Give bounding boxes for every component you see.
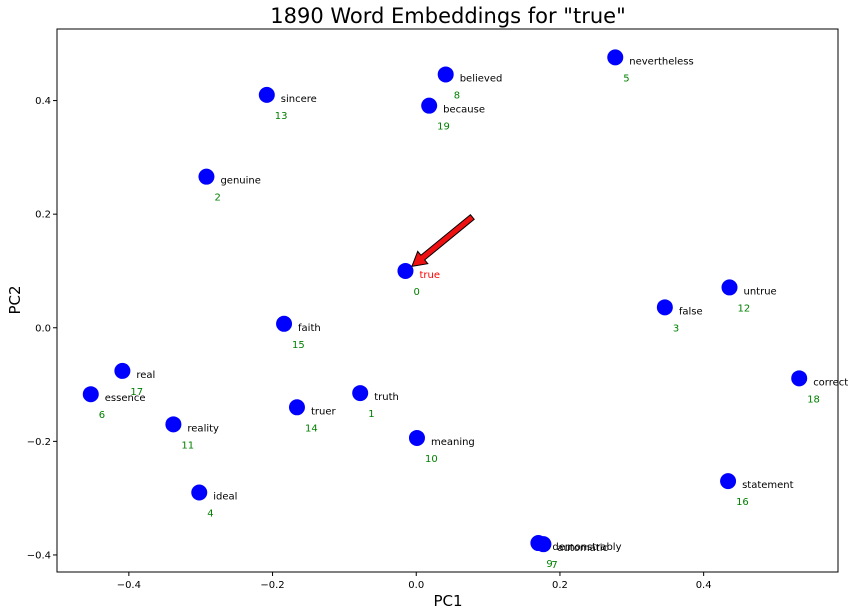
x-tick-label: 0.2 (552, 580, 568, 591)
y-tick-label: 0.2 (35, 210, 51, 221)
rank-label-automatic: 7 (551, 560, 557, 571)
x-tick-label: −0.4 (117, 580, 141, 591)
y-tick-label: −0.2 (27, 437, 51, 448)
target-arrow (411, 213, 475, 268)
point-untrue (721, 279, 738, 296)
word-label-demonstrably: demonstrably (552, 542, 621, 553)
rank-label-genuine: 2 (214, 193, 220, 204)
point-sincere (258, 86, 275, 103)
rank-label-untrue: 12 (738, 303, 751, 314)
point-correct (791, 370, 808, 387)
word-label-false: false (679, 306, 703, 317)
y-tick-label: 0.4 (35, 96, 51, 107)
word-label-believed: believed (460, 73, 503, 84)
x-tick-label: 0.4 (696, 580, 712, 591)
rank-label-true: 0 (413, 287, 419, 298)
point-because (421, 97, 438, 114)
point-reality (165, 416, 182, 433)
x-tick-label: −0.2 (260, 580, 284, 591)
point-nevertheless (607, 49, 624, 66)
point-demonstrably (530, 535, 547, 552)
word-label-reality: reality (187, 423, 219, 434)
word-label-truer: truer (311, 406, 337, 417)
rank-label-demonstrably: 9 (546, 559, 552, 570)
word-label-truth: truth (374, 392, 399, 403)
point-genuine (198, 168, 215, 185)
point-real (114, 362, 131, 379)
point-meaning (408, 429, 425, 446)
rank-label-essence: 6 (99, 410, 105, 421)
plot-area (56, 28, 839, 573)
rank-label-nevertheless: 5 (623, 73, 629, 84)
x-axis: −0.4 −0.2 0.0 0.2 0.4 (117, 572, 712, 591)
word-label-automatic: automatic (557, 543, 608, 554)
rank-label-ideal: 4 (207, 508, 213, 519)
y-axis-label: PC2 (6, 285, 24, 314)
word-label-faith: faith (298, 323, 321, 334)
y-tick-label: −0.4 (27, 550, 51, 561)
point-faith (276, 315, 293, 332)
word-label-sincere: sincere (281, 94, 317, 105)
word-label-meaning: meaning (431, 437, 475, 448)
word-label-statement: statement (742, 480, 794, 491)
word-label-genuine: genuine (220, 176, 260, 187)
rank-label-statement: 16 (736, 497, 749, 508)
x-axis-label: PC1 (433, 592, 462, 610)
word-label-because: because (443, 105, 485, 116)
rank-label-false: 3 (673, 323, 679, 334)
point-truer (288, 399, 305, 416)
rank-label-truer: 14 (305, 423, 318, 434)
word-label-ideal: ideal (213, 491, 237, 502)
rank-label-because: 19 (437, 122, 450, 133)
point-believed (437, 66, 454, 83)
point-truth (352, 385, 369, 402)
point-true (397, 262, 414, 279)
rank-label-real: 17 (130, 387, 143, 398)
rank-label-truth: 1 (368, 409, 374, 420)
point-false (656, 299, 673, 316)
rank-label-believed: 8 (454, 90, 460, 101)
y-tick-label: 0.0 (35, 323, 51, 334)
x-tick-label: 0.0 (408, 580, 424, 591)
rank-label-sincere: 13 (275, 111, 288, 122)
arrow-shape (411, 213, 475, 268)
chart-title: 1890 Word Embeddings for "true" (270, 4, 625, 28)
point-essence (82, 386, 99, 403)
word-label-essence: essence (105, 393, 146, 404)
point-ideal (191, 484, 208, 501)
word-label-real: real (136, 370, 155, 381)
y-axis: −0.4 −0.2 0.0 0.2 0.4 (27, 96, 57, 561)
rank-label-reality: 11 (181, 440, 194, 451)
rank-label-faith: 15 (292, 340, 305, 351)
rank-label-meaning: 10 (425, 454, 438, 465)
word-label-true: true (419, 270, 440, 281)
word-label-nevertheless: nevertheless (629, 56, 693, 67)
point-statement (720, 473, 737, 490)
word-label-correct: correct (813, 377, 848, 388)
rank-label-correct: 18 (807, 394, 820, 405)
word-label-untrue: untrue (744, 286, 777, 297)
